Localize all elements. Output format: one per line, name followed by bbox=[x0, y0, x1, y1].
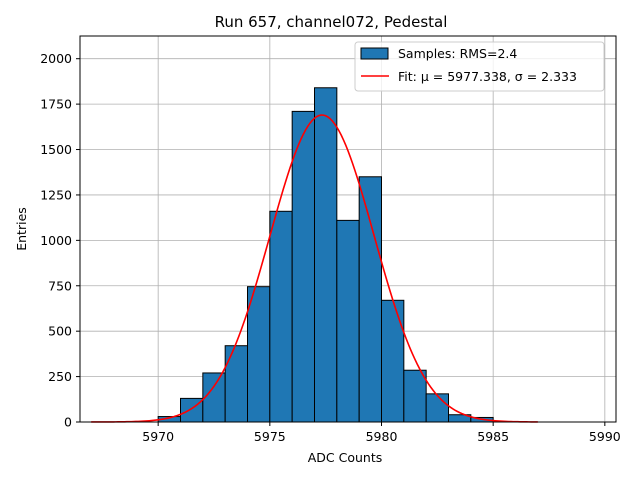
histogram-bar bbox=[314, 87, 338, 423]
y-tick-label: 750 bbox=[48, 278, 72, 293]
legend: Samples: RMS=2.4 Fit: μ = 5977.338, σ = … bbox=[354, 41, 605, 92]
plot-frame bbox=[79, 35, 617, 423]
x-axis-label: ADC Counts bbox=[308, 450, 383, 465]
histogram-bar bbox=[381, 299, 405, 423]
fit-curve bbox=[91, 114, 538, 423]
histogram-bar bbox=[425, 393, 449, 423]
y-tick-label: 2000 bbox=[40, 51, 72, 66]
histogram-bar bbox=[202, 372, 226, 423]
y-tick-label: 0 bbox=[64, 415, 72, 430]
legend-label-samples: Samples: RMS=2.4 bbox=[398, 46, 517, 61]
histogram-bar bbox=[358, 176, 382, 423]
histogram-bar bbox=[291, 110, 315, 423]
histogram-bar bbox=[336, 219, 360, 423]
y-axis-ticks: 0 250 500 750 1000 1250 1500 1750 2000 bbox=[40, 51, 80, 430]
y-tick-label: 500 bbox=[48, 324, 72, 339]
histogram-bar bbox=[269, 210, 293, 423]
x-axis-ticks: 5970 5975 5980 5985 5990 bbox=[142, 422, 621, 444]
histogram-bar bbox=[224, 345, 249, 423]
legend-box bbox=[354, 41, 605, 92]
y-tick-label: 1000 bbox=[40, 233, 72, 248]
chart-title: Run 657, channel072, Pedestal bbox=[215, 13, 448, 31]
legend-swatch-samples bbox=[360, 47, 389, 60]
y-axis-label: Entries bbox=[14, 207, 29, 251]
x-tick-label: 5970 bbox=[142, 429, 174, 444]
y-tick-label: 1250 bbox=[40, 187, 72, 202]
fit-curve-group bbox=[91, 114, 538, 423]
y-tick-label: 250 bbox=[48, 369, 72, 384]
histogram-bar bbox=[247, 286, 271, 423]
y-tick-label: 1500 bbox=[40, 142, 72, 157]
y-tick-label: 1750 bbox=[40, 97, 72, 112]
histogram-bars bbox=[157, 87, 494, 423]
histogram-bar bbox=[403, 369, 427, 423]
x-tick-label: 5990 bbox=[589, 429, 621, 444]
x-tick-label: 5980 bbox=[366, 429, 398, 444]
x-tick-label: 5985 bbox=[477, 429, 509, 444]
legend-label-fit: Fit: μ = 5977.338, σ = 2.333 bbox=[398, 69, 577, 84]
x-tick-label: 5975 bbox=[254, 429, 286, 444]
